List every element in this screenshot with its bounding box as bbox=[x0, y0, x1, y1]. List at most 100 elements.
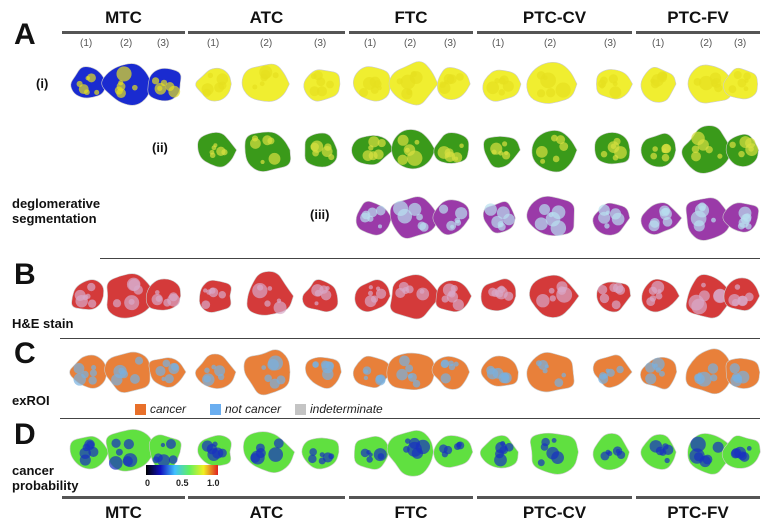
colorbar-tick: 1.0 bbox=[207, 478, 220, 488]
segmentation-iii-tissue bbox=[432, 199, 470, 236]
segmentation-i-tissue bbox=[147, 68, 182, 102]
he-stain-tissue bbox=[145, 278, 181, 311]
group-label-bottom: PTC-CV bbox=[522, 503, 587, 522]
segmentation-i-tissue bbox=[70, 66, 107, 99]
colorbar bbox=[146, 465, 218, 475]
panel-divider bbox=[100, 258, 760, 259]
exroi-map-tissue bbox=[480, 355, 519, 387]
legend-swatch bbox=[135, 403, 146, 415]
group-rule-top bbox=[477, 31, 632, 34]
group-label-top: PTC-FV bbox=[667, 8, 729, 27]
segmentation-i-tissue bbox=[596, 69, 633, 100]
panel-label-b: B bbox=[14, 258, 36, 291]
panel-divider bbox=[60, 338, 760, 339]
segmentation-i-tissue bbox=[101, 63, 152, 106]
segmentation-ii-tissue bbox=[351, 135, 394, 166]
row-label-ii: (ii) bbox=[152, 140, 168, 155]
probability-map-tissue bbox=[105, 429, 155, 472]
probability-map-tissue bbox=[148, 434, 182, 471]
he-stain-tissue bbox=[302, 279, 339, 313]
sample-label: (3) bbox=[157, 38, 170, 49]
he-stain-tissue bbox=[199, 280, 232, 313]
he-stain-tissue bbox=[71, 279, 104, 310]
group-rule-bottom bbox=[349, 496, 473, 499]
segmentation-ii-tissue bbox=[594, 132, 631, 165]
probability-map-tissue bbox=[243, 431, 296, 473]
sample-label: (3) bbox=[444, 38, 457, 49]
he-stain-tissue bbox=[435, 280, 472, 312]
segmentation-i-tissue bbox=[388, 61, 439, 106]
he-stain-tissue bbox=[480, 278, 517, 312]
row-label-iii: (iii) bbox=[310, 207, 330, 222]
sample-label: (2) bbox=[544, 38, 557, 49]
group-label-top: PTC-CV bbox=[522, 8, 587, 27]
exroi-map-tissue bbox=[104, 351, 151, 393]
segmentation-ii-tissue bbox=[725, 133, 759, 167]
segmentation-ii-tissue bbox=[197, 132, 238, 168]
he-stain-tissue bbox=[685, 274, 735, 319]
probability-map-tissue bbox=[197, 435, 232, 467]
sample-label: (1) bbox=[207, 38, 220, 49]
sample-label: (1) bbox=[364, 38, 377, 49]
segmentation-ii-tissue bbox=[433, 132, 470, 164]
group-label-bottom: MTC bbox=[105, 503, 142, 522]
he-stain-tissue bbox=[390, 274, 442, 320]
probability-map-tissue bbox=[721, 435, 761, 469]
group-label-bottom: ATC bbox=[249, 503, 284, 522]
segmentation-ii-tissue bbox=[531, 130, 578, 173]
exroi-map-tissue bbox=[352, 355, 394, 389]
segmentation-i-tissue bbox=[195, 67, 232, 102]
colorbar-tick: 0.5 bbox=[176, 478, 189, 488]
row-label-he: H&E stain bbox=[12, 316, 74, 331]
probability-map-tissue bbox=[530, 432, 579, 475]
exroi-map-tissue bbox=[725, 358, 761, 389]
sample-label: (3) bbox=[604, 38, 617, 49]
segmentation-iii-tissue bbox=[389, 196, 440, 239]
exroi-map-tissue bbox=[148, 357, 187, 388]
sample-label: (1) bbox=[652, 38, 665, 49]
segmentation-ii-tissue bbox=[244, 131, 291, 172]
segmentation-i-tissue bbox=[526, 61, 578, 104]
colorbar-tick: 0 bbox=[145, 478, 151, 488]
group-rule-bottom bbox=[477, 496, 632, 499]
legend-indeterminate: indeterminate bbox=[295, 402, 383, 416]
sample-label: (1) bbox=[492, 38, 505, 49]
row-label-segmentation: deglomerative segmentation bbox=[12, 196, 101, 226]
exroi-map-tissue bbox=[386, 352, 436, 391]
segmentation-ii-tissue bbox=[640, 133, 677, 168]
exroi-map-tissue bbox=[640, 356, 677, 390]
probability-map-tissue bbox=[640, 434, 677, 470]
probability-map-tissue bbox=[386, 430, 434, 477]
row-label-exroi: exROI bbox=[12, 393, 50, 408]
exroi-map-tissue bbox=[305, 356, 342, 389]
legend-label: not cancer bbox=[225, 402, 282, 416]
group-label-top: ATC bbox=[249, 8, 284, 27]
sample-label: (2) bbox=[700, 38, 713, 49]
probability-map-tissue bbox=[301, 437, 340, 470]
panel-label-c: C bbox=[14, 337, 36, 370]
segmentation-ii-tissue bbox=[391, 129, 436, 170]
exroi-map-tissue bbox=[526, 352, 575, 393]
segmentation-ii-tissue bbox=[304, 132, 338, 168]
panel-label-d: D bbox=[14, 418, 36, 451]
group-label-top: MTC bbox=[105, 8, 142, 27]
probability-map-tissue bbox=[592, 433, 630, 471]
segmentation-iii-tissue bbox=[355, 201, 392, 236]
sample-label: (3) bbox=[734, 38, 747, 49]
group-label-top: FTC bbox=[394, 8, 428, 27]
panel-label-a: A bbox=[14, 18, 36, 51]
row-label-i: (i) bbox=[36, 76, 49, 91]
he-stain-tissue bbox=[354, 279, 391, 312]
segmentation-i-tissue bbox=[437, 67, 471, 100]
legend-swatch bbox=[210, 403, 221, 415]
group-rule-bottom bbox=[636, 496, 760, 499]
segmentation-iii-tissue bbox=[526, 196, 575, 236]
sample-label: (2) bbox=[120, 38, 133, 49]
segmentation-i-tissue bbox=[303, 69, 341, 102]
segmentation-i-tissue bbox=[640, 67, 677, 103]
legend-not-cancer: not cancer bbox=[210, 402, 281, 416]
group-label-bottom: PTC-FV bbox=[667, 503, 729, 522]
he-stain-tissue bbox=[641, 278, 680, 313]
segmentation-iii-tissue bbox=[685, 197, 733, 241]
